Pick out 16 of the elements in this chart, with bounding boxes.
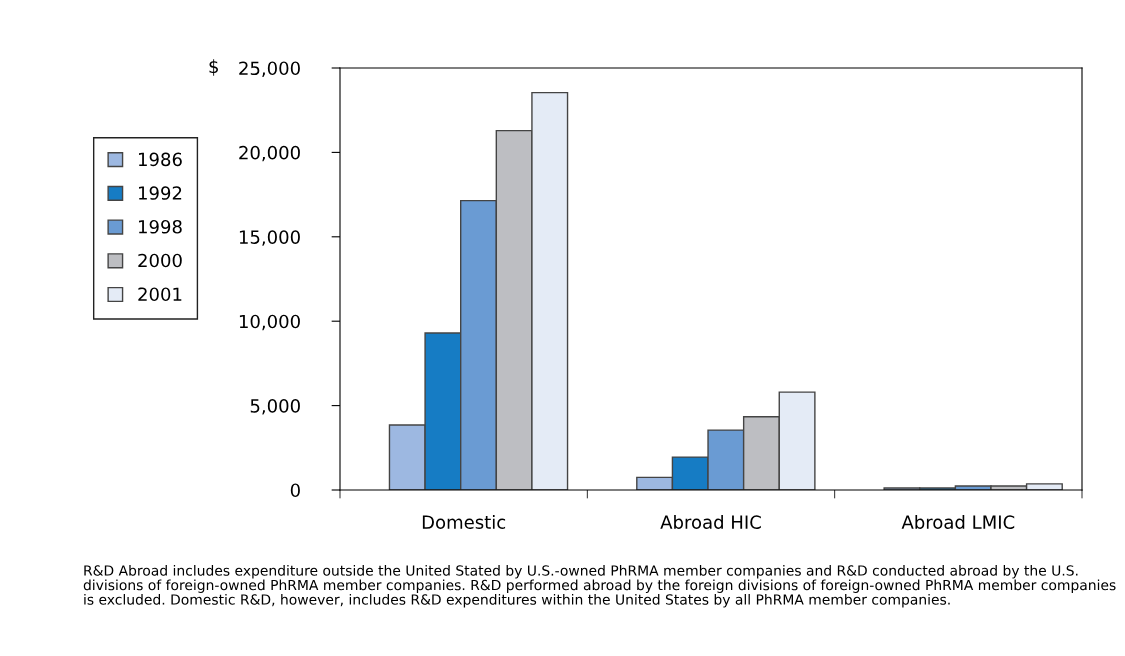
x-tick-label: Abroad HIC (660, 515, 761, 529)
legend-label: 1992 (139, 186, 182, 200)
legend-label: 1986 (139, 152, 182, 167)
legend-label: 1998 (139, 219, 182, 234)
y-tick-label: 5,000 (250, 399, 300, 415)
x-tick-label: Domestic (422, 515, 506, 529)
y-tick-label: 15,000 (239, 230, 300, 246)
legend-label: 2000 (138, 253, 182, 268)
text: R&D Abroad includes expenditure outside the United Stated by U.S.-owned PhRMA member companies and R&D conducted abroad by the U.S. divisions of foreign-owned PhRMA member companies. R&D performed abroad by the foreign divisions of foreign-owned PhRMA member companies is excluded. Domestic R&D, however, includes R&D expenditures within the United States by all PhRMA member companies. (83, 565, 1116, 608)
y-axis-title: $ (209, 59, 218, 76)
y-tick-label: 10,000 (239, 314, 300, 331)
y-tick-label: 20,000 (239, 145, 300, 162)
y-tick-label: 25,000 (239, 61, 300, 77)
x-tick-label: Abroad LMIC (901, 515, 1015, 529)
legend-label: 2001 (138, 287, 182, 302)
y-tick-label: 0 (290, 483, 300, 498)
